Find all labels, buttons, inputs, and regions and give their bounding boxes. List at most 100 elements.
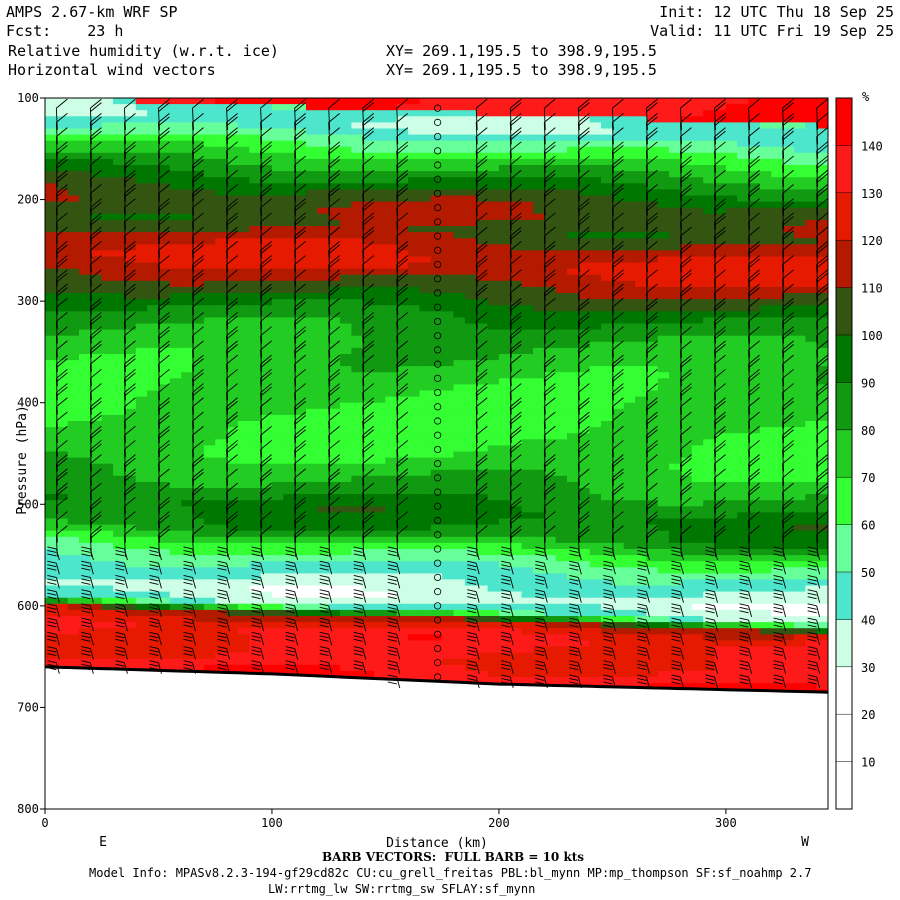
rh-cell [147,427,159,434]
rh-cell [601,597,613,605]
rh-cell [158,286,171,294]
rh-cell [340,238,352,245]
rh-cell [544,451,557,459]
rh-cell [328,463,341,471]
rh-cell [510,536,523,544]
rh-cell [442,670,455,678]
rh-cell [135,408,148,416]
rh-cell [79,421,91,428]
rh-cell [169,603,182,611]
rh-cell [623,646,636,654]
rh-cell [294,494,307,501]
rh-cell [510,274,523,282]
rh-cell [533,646,545,654]
rh-cell [623,134,636,142]
rh-cell [328,542,341,550]
rh-cell [237,226,250,233]
rh-cell [272,201,284,209]
rh-cell [453,396,466,404]
rh-cell [453,171,466,178]
rh-cell [181,396,194,404]
rh-cell [567,341,579,349]
rh-cell [601,286,613,294]
rh-cell [464,530,477,538]
rh-cell [419,280,432,288]
rh-cell [181,555,194,562]
rh-cell [374,670,386,678]
rh-cell [203,317,216,325]
rh-cell [260,396,273,404]
rh-cell [453,183,466,190]
rh-cell [45,567,57,574]
rh-cell [385,293,398,300]
rh-cell [101,347,114,355]
rh-cell [533,171,545,178]
rh-cell [408,396,420,404]
rh-cell [374,512,386,520]
rh-cell [317,165,330,172]
rh-cell [226,323,239,331]
rh-cell [328,506,341,513]
rh-cell [408,140,420,148]
rh-cell [56,366,69,373]
rh-cell [442,402,455,410]
rh-cell [192,219,205,227]
rh-cell [533,354,545,361]
rh-cell [589,360,602,367]
rh-cell [374,555,386,562]
rh-cell [510,293,523,300]
rh-cell [340,670,352,678]
rh-cell [249,341,262,349]
rh-cell [158,238,171,245]
rh-cell [589,158,602,166]
rh-cell [340,506,352,513]
rh-cell [124,463,137,471]
rh-cell [101,652,114,660]
rh-cell [351,451,364,459]
rh-cell [419,591,432,599]
rh-cell [283,500,296,507]
rh-cell [567,512,579,520]
rh-cell [294,219,307,227]
rh-cell [623,408,636,416]
rh-cell [442,579,455,587]
rh-cell [249,274,262,282]
rh-cell [79,354,91,361]
rh-cell [249,658,262,666]
rh-cell [340,573,352,581]
rh-cell [578,421,591,428]
rh-cell [374,500,386,507]
rh-cell [283,396,296,404]
rh-cell [555,451,568,459]
rh-cell [203,226,216,233]
rh-cell [169,616,182,623]
rh-cell [124,591,137,599]
rh-cell [192,183,205,190]
rh-cell [601,634,613,641]
rh-cell [215,414,228,422]
rh-cell [203,274,216,282]
rh-cell [510,110,523,117]
rh-cell [442,323,455,331]
rh-cell [544,439,557,446]
rh-cell [578,146,591,154]
rh-cell [521,390,534,398]
rh-cell [340,256,352,264]
rh-cell [567,488,579,495]
rh-cell [567,110,579,117]
rh-cell [533,201,545,209]
rh-cell [181,238,194,245]
rh-cell [385,250,398,258]
rh-cell [56,104,69,111]
rh-cell [453,378,466,385]
rh-cell [101,445,114,453]
rh-cell [113,585,125,593]
rh-cell [90,530,103,538]
rh-cell [79,536,91,544]
rh-cell [396,268,409,276]
rh-cell [135,469,148,477]
rh-cell [612,414,625,422]
rh-cell [362,274,375,282]
rh-cell [249,268,262,276]
rh-cell [601,469,613,477]
